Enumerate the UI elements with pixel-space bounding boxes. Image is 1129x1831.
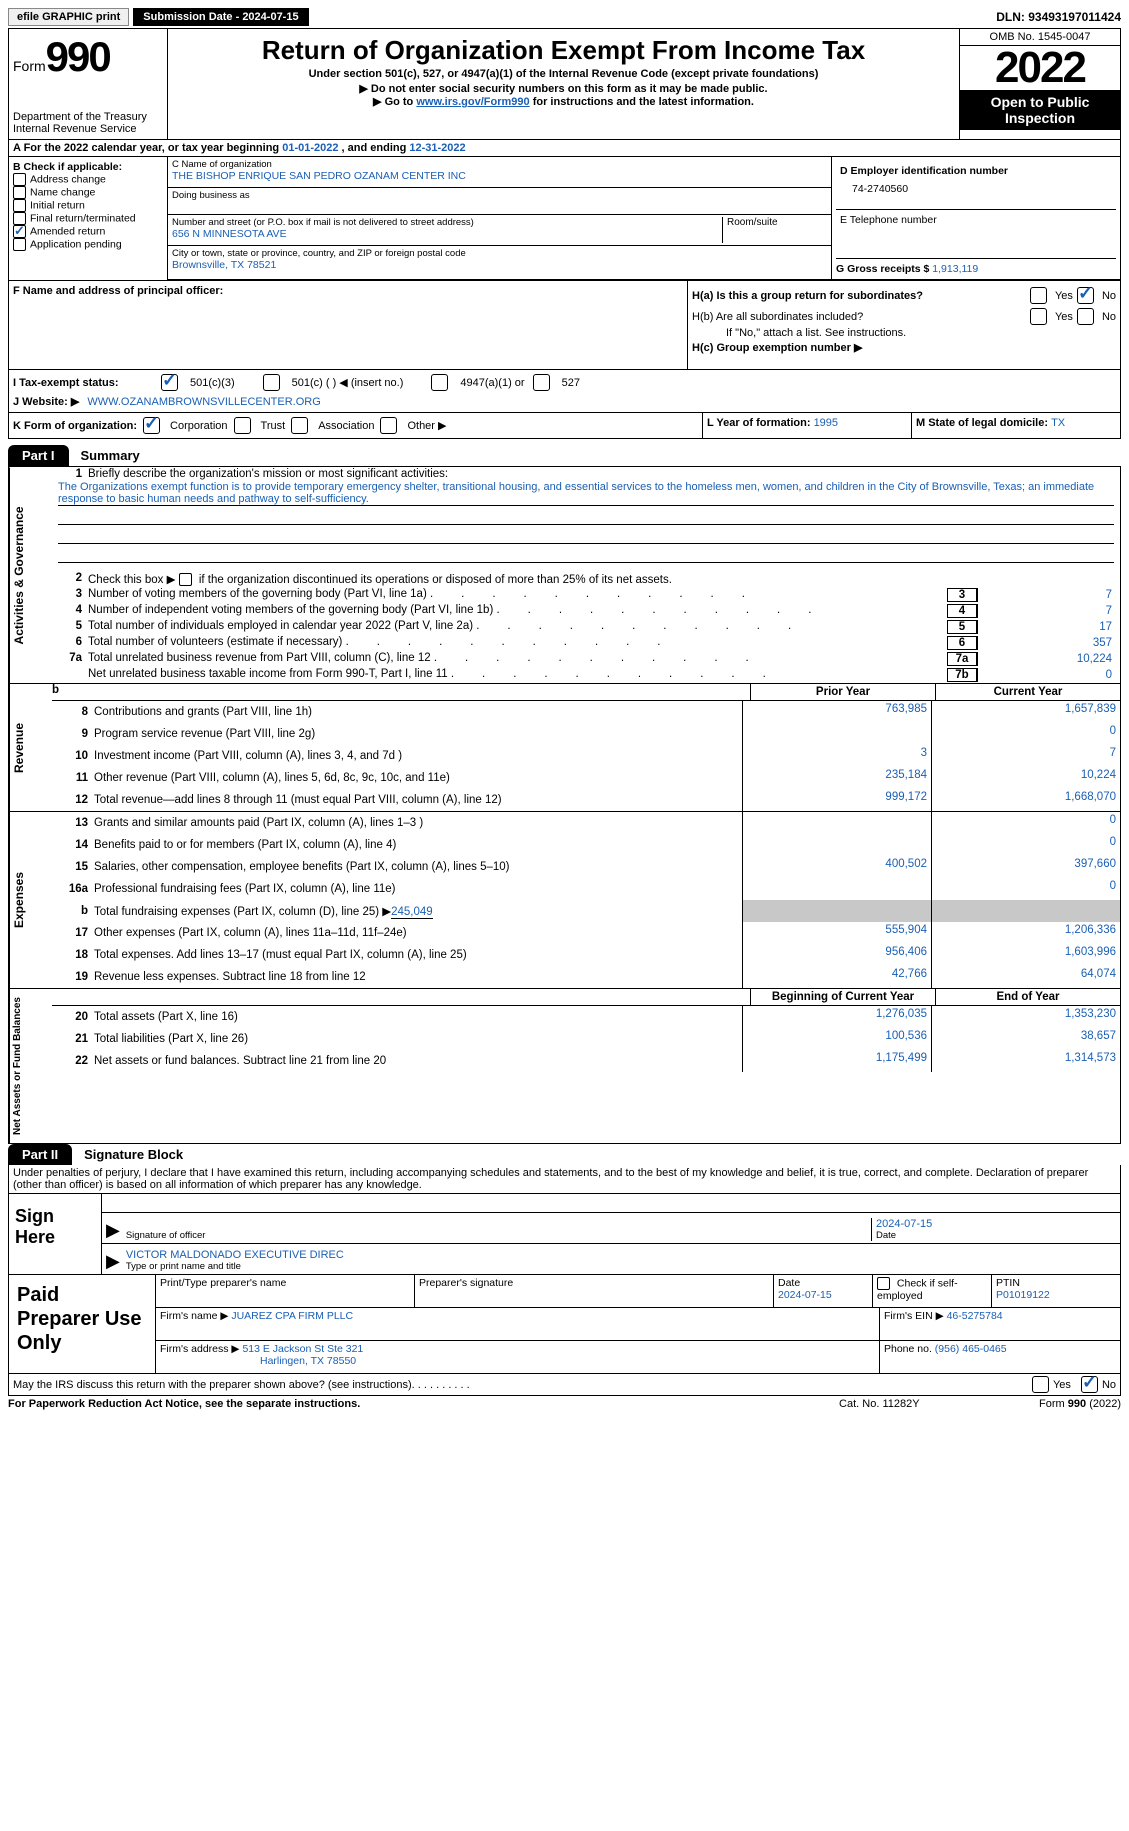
- amended-return-checkbox[interactable]: [13, 225, 26, 238]
- form-number-cell: Form990 Department of the Treasury Inter…: [9, 29, 168, 139]
- mission-text: The Organizations exempt function is to …: [58, 481, 1114, 506]
- hb-no-checkbox[interactable]: [1077, 308, 1094, 325]
- principal-officer: F Name and address of principal officer:: [9, 281, 688, 369]
- irs-yes-checkbox[interactable]: [1032, 1376, 1049, 1393]
- firm-name: JUAREZ CPA FIRM PLLC: [231, 1310, 353, 1322]
- efile-print-button[interactable]: efile GRAPHIC print: [8, 8, 129, 26]
- line-a-tax-year: A For the 2022 calendar year, or tax yea…: [8, 139, 1121, 157]
- year-cell: OMB No. 1545-0047 2022 Open to Public In…: [959, 29, 1120, 139]
- website-value: WWW.OZANAMBROWNSVILLECENTER.ORG: [87, 396, 320, 408]
- name-change-checkbox[interactable]: [13, 186, 26, 199]
- catalog-number: Cat. No. 11282Y: [839, 1398, 1039, 1410]
- net-assets-label: Net Assets or Fund Balances: [9, 989, 52, 1143]
- irs-link[interactable]: www.irs.gov/Form990: [416, 96, 529, 108]
- addr-change-checkbox[interactable]: [13, 173, 26, 186]
- other-checkbox[interactable]: [380, 417, 397, 434]
- name-arrow-icon: ▶: [106, 1251, 120, 1272]
- may-irs-text: May the IRS discuss this return with the…: [13, 1379, 412, 1391]
- penalties-text: Under penalties of perjury, I declare th…: [9, 1165, 1120, 1193]
- org-name: THE BISHOP ENRIQUE SAN PEDRO OZANAM CENT…: [172, 170, 827, 182]
- irs-no-checkbox[interactable]: [1081, 1376, 1098, 1393]
- trust-checkbox[interactable]: [234, 417, 251, 434]
- app-pending-checkbox[interactable]: [13, 238, 26, 251]
- 4947-checkbox[interactable]: [431, 374, 448, 391]
- activities-governance-label: Activities & Governance: [9, 467, 52, 683]
- city-address: Brownsville, TX 78521: [172, 259, 827, 271]
- part-i-label: Part I: [8, 445, 69, 466]
- assoc-checkbox[interactable]: [291, 417, 308, 434]
- ha-yes-checkbox[interactable]: [1030, 287, 1047, 304]
- gross-receipts: 1,913,119: [932, 263, 978, 275]
- ha-no-checkbox[interactable]: [1077, 287, 1094, 304]
- dln-text: DLN: 93493197011424: [996, 10, 1121, 24]
- sign-here-label: Sign Here: [9, 1194, 101, 1274]
- 501c-checkbox[interactable]: [263, 374, 280, 391]
- form-footer: Form 990 (2022): [1039, 1398, 1121, 1410]
- col-b-checkboxes: B Check if applicable: Address change Na…: [9, 157, 168, 280]
- revenue-label: Revenue: [9, 684, 52, 811]
- street-address: 656 N MINNESOTA AVE: [172, 228, 722, 240]
- corp-checkbox[interactable]: [143, 417, 160, 434]
- paperwork-notice: For Paperwork Reduction Act Notice, see …: [8, 1398, 839, 1410]
- 527-checkbox[interactable]: [533, 374, 550, 391]
- 501c3-checkbox[interactable]: [161, 374, 178, 391]
- expenses-label: Expenses: [9, 812, 52, 988]
- officer-name: VICTOR MALDONADO EXECUTIVE DIREC: [126, 1249, 1116, 1261]
- paid-preparer-label: Paid Preparer Use Only: [9, 1275, 155, 1373]
- signature-arrow-icon: ▶: [106, 1220, 120, 1241]
- form-title-cell: Return of Organization Exempt From Incom…: [168, 29, 959, 139]
- discontinued-checkbox[interactable]: [179, 573, 192, 586]
- submission-date-button[interactable]: Submission Date - 2024-07-15: [133, 8, 308, 26]
- self-employed-checkbox[interactable]: [877, 1277, 890, 1290]
- hb-yes-checkbox[interactable]: [1030, 308, 1047, 325]
- part-ii-label: Part II: [8, 1144, 72, 1165]
- initial-return-checkbox[interactable]: [13, 199, 26, 212]
- form-title: Return of Organization Exempt From Incom…: [172, 35, 955, 66]
- ein-value: 74-2740560: [840, 177, 1112, 195]
